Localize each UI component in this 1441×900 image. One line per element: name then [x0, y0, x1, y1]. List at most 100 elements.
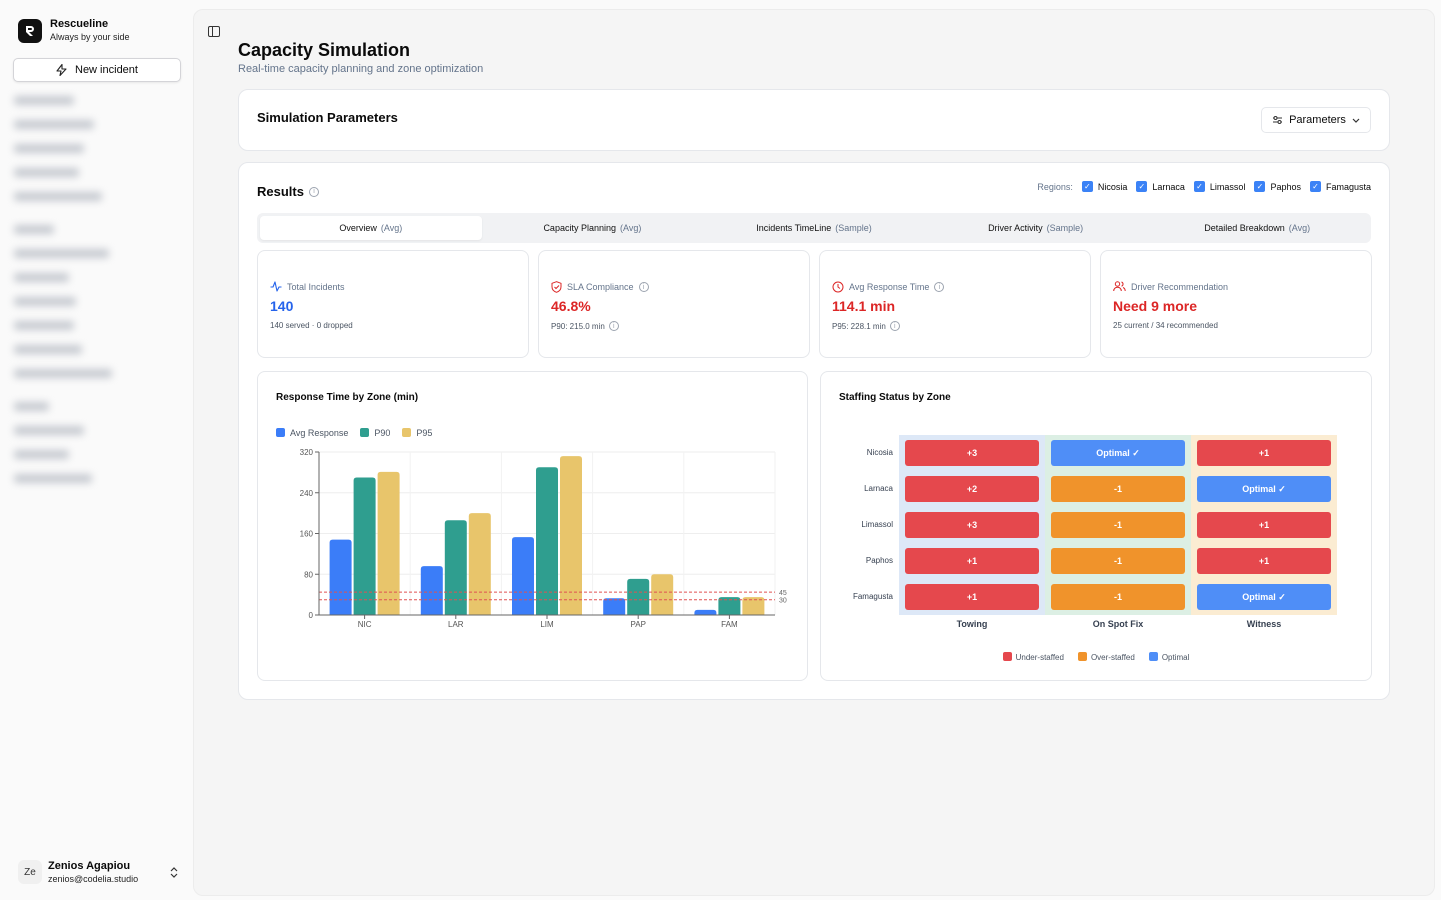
- logo-icon: [18, 18, 42, 43]
- y-tick-label: 160: [300, 530, 314, 539]
- staffing-cell[interactable]: +3: [905, 440, 1039, 466]
- metric-label-text: SLA Compliance: [567, 282, 634, 292]
- chevron-down-icon: [1352, 118, 1360, 123]
- region-checkbox-nicosia[interactable]: ✓ Nicosia: [1081, 181, 1128, 192]
- results-heading: Results i: [257, 184, 319, 199]
- response-time-chart-card: Response Time by Zone (min) Avg Response…: [257, 371, 808, 681]
- info-icon[interactable]: i: [934, 282, 945, 292]
- staffing-cell[interactable]: +1: [1197, 440, 1331, 466]
- staffing-cell[interactable]: Optimal ✓: [1197, 476, 1331, 502]
- tab-hint: (Avg): [1288, 223, 1311, 233]
- bar-lim-p90: [536, 467, 558, 615]
- tab-driver-activity[interactable]: Driver Activity (Sample): [925, 216, 1147, 240]
- staffing-cell[interactable]: -1: [1051, 548, 1185, 574]
- staffing-cell[interactable]: +2: [905, 476, 1039, 502]
- staffing-zone-label: Famagusta: [852, 592, 893, 601]
- bar-lim-p95: [560, 456, 582, 615]
- staffing-zone-label: Larnaca: [864, 484, 893, 493]
- tab-label: Detailed Breakdown: [1204, 223, 1285, 233]
- legend-item-p95[interactable]: P95: [402, 428, 432, 438]
- results-card: Results i Regions: ✓ Nicosia ✓ Larnaca ✓ Li…: [238, 162, 1390, 700]
- staffing-zone-label: Limassol: [861, 520, 893, 529]
- tab-label: Driver Activity: [988, 223, 1043, 233]
- staffing-cell[interactable]: -1: [1051, 584, 1185, 610]
- bar-fam-avg-response: [694, 609, 717, 615]
- staffing-cell[interactable]: +1: [1197, 512, 1331, 538]
- legend-item-over-staffed: Over-staffed: [1077, 652, 1135, 662]
- region-checkbox-famagusta[interactable]: ✓ Famagusta: [1309, 181, 1371, 192]
- tab-overview[interactable]: Overview (Avg): [260, 216, 482, 240]
- clock-icon: [832, 281, 844, 293]
- app-tagline: Always by your side: [50, 32, 130, 42]
- legend-item-p90[interactable]: P90: [360, 428, 390, 438]
- staffing-column-label: Witness: [1246, 619, 1282, 629]
- tab-incidents-timeline[interactable]: Incidents TimeLine (Sample): [703, 216, 925, 240]
- region-checkbox-larnaca[interactable]: ✓ Larnaca: [1136, 181, 1185, 192]
- info-icon[interactable]: i: [638, 282, 649, 292]
- bar-fam-p90: [718, 597, 741, 615]
- parameters-button[interactable]: Parameters: [1261, 107, 1371, 133]
- sidebar-nav-blurred: [14, 96, 134, 516]
- metric-subtext: P90: 215.0 min i: [551, 321, 619, 331]
- staffing-cell[interactable]: +1: [905, 548, 1039, 574]
- region-label: Larnaca: [1152, 181, 1185, 192]
- info-icon[interactable]: i: [889, 321, 900, 331]
- region-label: Famagusta: [1325, 181, 1371, 192]
- sidebar-toggle-icon[interactable]: [208, 26, 220, 37]
- y-tick-label: 0: [309, 611, 314, 620]
- checkbox-checked-icon: ✓: [1081, 181, 1093, 192]
- info-icon[interactable]: i: [308, 186, 319, 197]
- staffing-cell[interactable]: Optimal ✓: [1051, 440, 1185, 466]
- staffing-cell[interactable]: +3: [905, 512, 1039, 538]
- region-label: Nicosia: [1097, 181, 1128, 192]
- tab-capacity-planning[interactable]: Capacity Planning (Avg): [482, 216, 704, 240]
- brand[interactable]: Rescueline Always by your side: [18, 18, 130, 43]
- tab-label: Overview: [339, 223, 377, 233]
- metric-total-incidents: Total Incidents 140 140 served · 0 dropp…: [257, 250, 529, 358]
- staffing-cell[interactable]: -1: [1051, 512, 1185, 538]
- bar-fam-p95: [742, 597, 765, 615]
- metric-label-text: Total Incidents: [287, 281, 345, 292]
- new-incident-label: New incident: [75, 64, 138, 76]
- tab-label: Capacity Planning: [543, 223, 616, 233]
- bar-lar-p95: [468, 513, 491, 615]
- y-tick-label: 80: [304, 570, 313, 579]
- staffing-cell[interactable]: -1: [1051, 476, 1185, 502]
- bar-pap-p95: [651, 574, 674, 615]
- region-checkbox-paphos[interactable]: ✓ Paphos: [1254, 181, 1301, 192]
- metric-subtext: 140 served · 0 dropped: [270, 321, 353, 330]
- chart-legend: Avg Response P90 P95: [276, 428, 432, 438]
- results-tabs: Overview (Avg) Capacity Planning (Avg) Inc…: [257, 213, 1371, 243]
- legend-item-avg[interactable]: Avg Response: [276, 428, 348, 438]
- sidebar: Rescueline Always by your side New incid…: [0, 0, 192, 900]
- new-incident-button[interactable]: New incident: [13, 58, 181, 82]
- info-icon[interactable]: i: [608, 321, 619, 331]
- bar-nic-avg-response: [329, 539, 352, 615]
- region-checkbox-limassol[interactable]: ✓ Limassol: [1193, 181, 1245, 192]
- regions-label: Regions:: [1037, 181, 1073, 192]
- activity-icon: [270, 281, 282, 292]
- staffing-cell[interactable]: +1: [905, 584, 1039, 610]
- x-tick-label: LIM: [540, 620, 554, 629]
- simulation-parameters-card: Simulation Parameters Parameters: [238, 89, 1390, 151]
- region-label: Paphos: [1270, 181, 1301, 192]
- staffing-title: Staffing Status by Zone: [839, 392, 951, 403]
- x-tick-label: LAR: [448, 620, 464, 629]
- tab-hint: (Sample): [835, 223, 872, 233]
- staffing-cell[interactable]: +1: [1197, 548, 1331, 574]
- metric-subtext: 25 current / 34 recommended: [1113, 321, 1218, 330]
- metric-driver-recommendation: Driver Recommendation Need 9 more 25 cur…: [1100, 250, 1372, 358]
- bar-lim-avg-response: [512, 537, 534, 615]
- bar-lar-avg-response: [420, 566, 443, 615]
- legend-label: P95: [416, 428, 433, 438]
- metric-sla-compliance: SLA Compliance i 46.8% P90: 215.0 min i: [538, 250, 810, 358]
- checkbox-checked-icon: ✓: [1309, 181, 1321, 192]
- tab-detailed-breakdown[interactable]: Detailed Breakdown (Avg): [1146, 216, 1368, 240]
- staffing-cell[interactable]: Optimal ✓: [1197, 584, 1331, 610]
- shield-icon: [551, 281, 562, 293]
- user-menu[interactable]: Ze Zenios Agapiou zenios@codelia.studio: [18, 858, 178, 886]
- parameters-title: Simulation Parameters: [257, 110, 398, 125]
- metric-label: Total Incidents: [270, 281, 345, 292]
- tab-label: Incidents TimeLine: [756, 223, 832, 233]
